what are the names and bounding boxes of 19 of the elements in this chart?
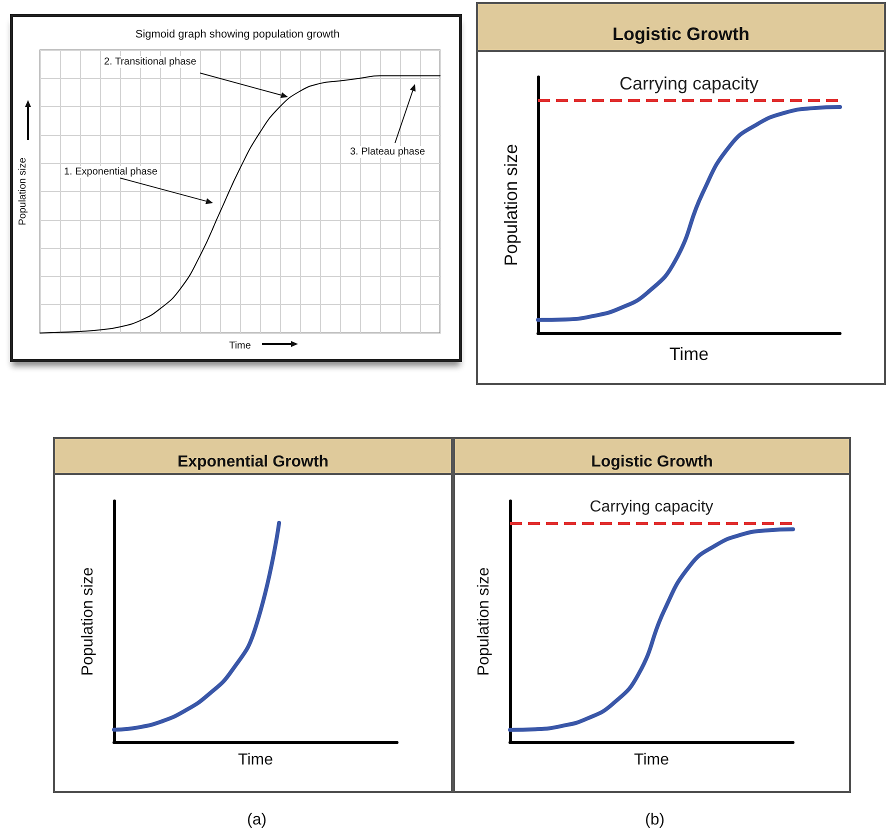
ref-line-label: Carrying capacity [590, 498, 714, 516]
chart-title: Logistic Growth [591, 454, 713, 470]
y-axis-title: Population size [18, 157, 28, 226]
chart-title: Sigmoid graph showing population growth [135, 28, 340, 40]
ref-line-label: Carrying capacity [619, 73, 759, 94]
annotation: 3. Plateau phase [350, 146, 426, 158]
x-axis-title: Time [238, 752, 274, 768]
text: (b) [645, 812, 665, 828]
y-axis-title: Population size [80, 567, 96, 676]
x-axis-title: Time [669, 344, 709, 364]
annotation: 1. Exponential phase [64, 166, 158, 178]
x-axis-title: Time [634, 752, 670, 768]
text: 2. Transitional phase [104, 56, 197, 68]
y-axis-title: Population size [501, 144, 521, 266]
text: (a) [247, 812, 267, 828]
chart-title: Logistic Growth [612, 24, 750, 44]
x-axis-title: Time [229, 340, 252, 352]
y-axis-title: Population size [476, 567, 492, 676]
chart-title: Exponential Growth [177, 454, 329, 470]
